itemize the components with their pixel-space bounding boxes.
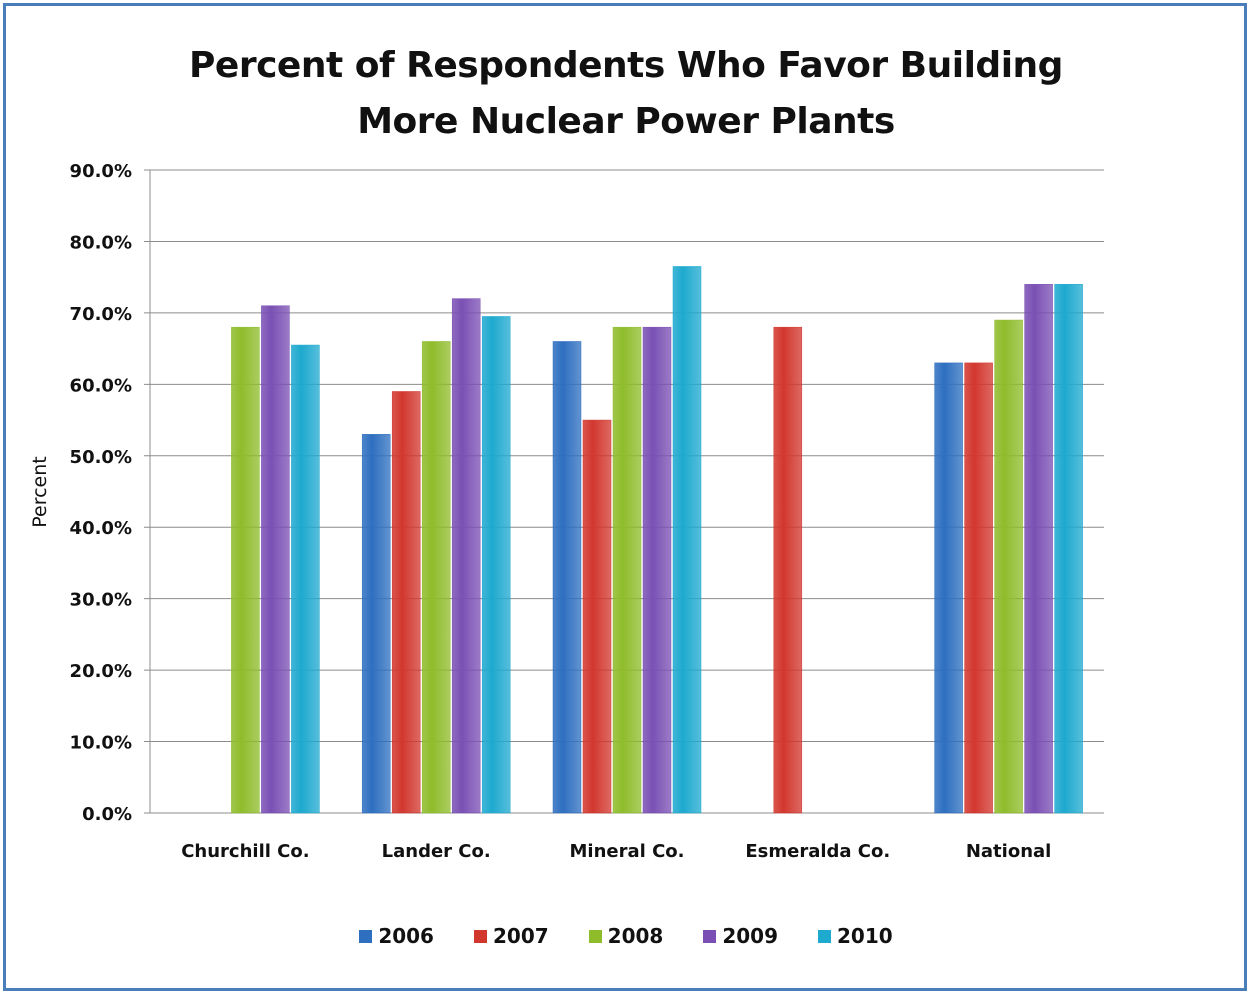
bar xyxy=(481,316,511,814)
bar xyxy=(964,362,993,814)
bars xyxy=(231,266,1083,814)
y-tick-label: 80.0% xyxy=(70,232,132,253)
legend-label: 2008 xyxy=(607,924,664,948)
chart-title-line-2: More Nuclear Power Plants xyxy=(357,101,895,142)
bar xyxy=(451,298,481,814)
bar xyxy=(642,326,672,814)
legend-swatch xyxy=(818,929,831,943)
legend-label: 2010 xyxy=(837,924,893,948)
bar xyxy=(261,305,290,814)
y-axis-label: Percent xyxy=(29,456,51,528)
y-tick-label: 20.0% xyxy=(70,661,132,682)
bar xyxy=(934,362,963,814)
chart-title-line-1: Percent of Respondents Who Favor Buildin… xyxy=(189,45,1063,86)
y-tick-label: 40.0% xyxy=(70,518,132,539)
y-tick-label: 10.0% xyxy=(70,733,132,754)
bar xyxy=(361,434,391,814)
legend-swatch xyxy=(703,929,717,943)
y-tick-label: 0.0% xyxy=(82,804,132,825)
bar xyxy=(391,391,421,814)
bar xyxy=(672,266,702,814)
bar xyxy=(612,326,642,814)
legend-label: 2007 xyxy=(492,924,549,948)
legend-swatch xyxy=(473,929,487,943)
legend-item: 2007 xyxy=(473,924,549,948)
legend-item: 2008 xyxy=(588,924,664,948)
bar xyxy=(291,344,320,814)
y-tick-label: 70.0% xyxy=(70,304,132,325)
legend-swatch xyxy=(359,929,373,943)
y-tick-label: 50.0% xyxy=(70,447,132,468)
bar xyxy=(994,319,1023,814)
legend-label: 2006 xyxy=(378,924,434,948)
bar xyxy=(582,419,612,814)
x-tick-label: National xyxy=(966,841,1051,862)
chart-title: Percent of Respondents Who Favor Buildin… xyxy=(0,38,1252,150)
y-tick-label: 30.0% xyxy=(70,590,132,611)
y-tick-label: 90.0% xyxy=(70,161,132,182)
bar xyxy=(231,326,260,814)
bar xyxy=(1024,284,1053,814)
y-axis-ticks: 0.0% 10.0% 20.0% 30.0% 40.0% 50.0% 60.0% 70.0% 8… xyxy=(70,161,132,825)
legend-item: 2006 xyxy=(359,924,434,948)
x-tick-label: Churchill Co. xyxy=(181,841,309,862)
legend-swatch xyxy=(588,929,602,943)
y-tick-label: 60.0% xyxy=(70,375,132,396)
x-tick-label: Lander Co. xyxy=(382,841,491,862)
legend-item: 2009 xyxy=(703,924,778,948)
legend-item: 2010 xyxy=(818,924,893,948)
legend: 2006 2007 2008 2009 2010 xyxy=(0,924,1252,948)
bar xyxy=(773,326,803,814)
bar xyxy=(1054,284,1083,814)
bar xyxy=(552,341,582,814)
x-tick-label: Esmeralda Co. xyxy=(745,841,890,862)
legend-label: 2009 xyxy=(722,924,778,948)
x-tick-label: Mineral Co. xyxy=(570,841,685,862)
x-axis-ticks: Churchill Co. Lander Co. Mineral Co. Esmera… xyxy=(181,841,1051,862)
bar xyxy=(421,341,451,814)
